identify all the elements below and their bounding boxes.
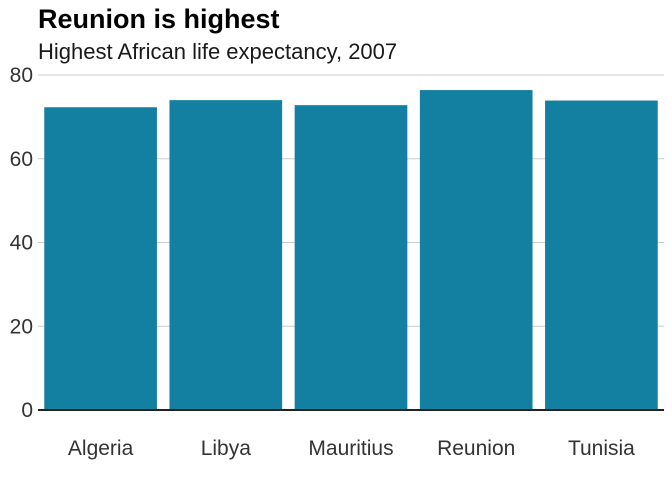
chart-title: Reunion is highest xyxy=(38,4,280,34)
x-tick-label: Reunion xyxy=(437,437,515,460)
chart-subtitle: Highest African life expectancy, 2007 xyxy=(38,39,398,64)
bars xyxy=(44,90,658,411)
y-tick-label: 0 xyxy=(21,399,33,422)
bar-algeria xyxy=(44,107,157,411)
x-tick-label: Libya xyxy=(201,437,252,460)
bar-mauritius xyxy=(294,105,408,411)
y-tick-label: 60 xyxy=(10,148,33,171)
x-tick-label: Tunisia xyxy=(568,437,635,460)
bar-reunion xyxy=(419,90,533,410)
x-tick-label: Mauritius xyxy=(308,437,393,460)
y-tick-label: 40 xyxy=(10,232,33,255)
x-tick-label: Algeria xyxy=(68,437,134,460)
bar-tunisia xyxy=(545,100,658,410)
bar-libya xyxy=(169,100,283,410)
axes: 0 20 40 60 80 Algeria Libya Mauritius Reunion Tun… xyxy=(10,64,664,460)
y-tick-label: 20 xyxy=(10,315,33,338)
y-tick-label: 80 xyxy=(10,64,33,87)
